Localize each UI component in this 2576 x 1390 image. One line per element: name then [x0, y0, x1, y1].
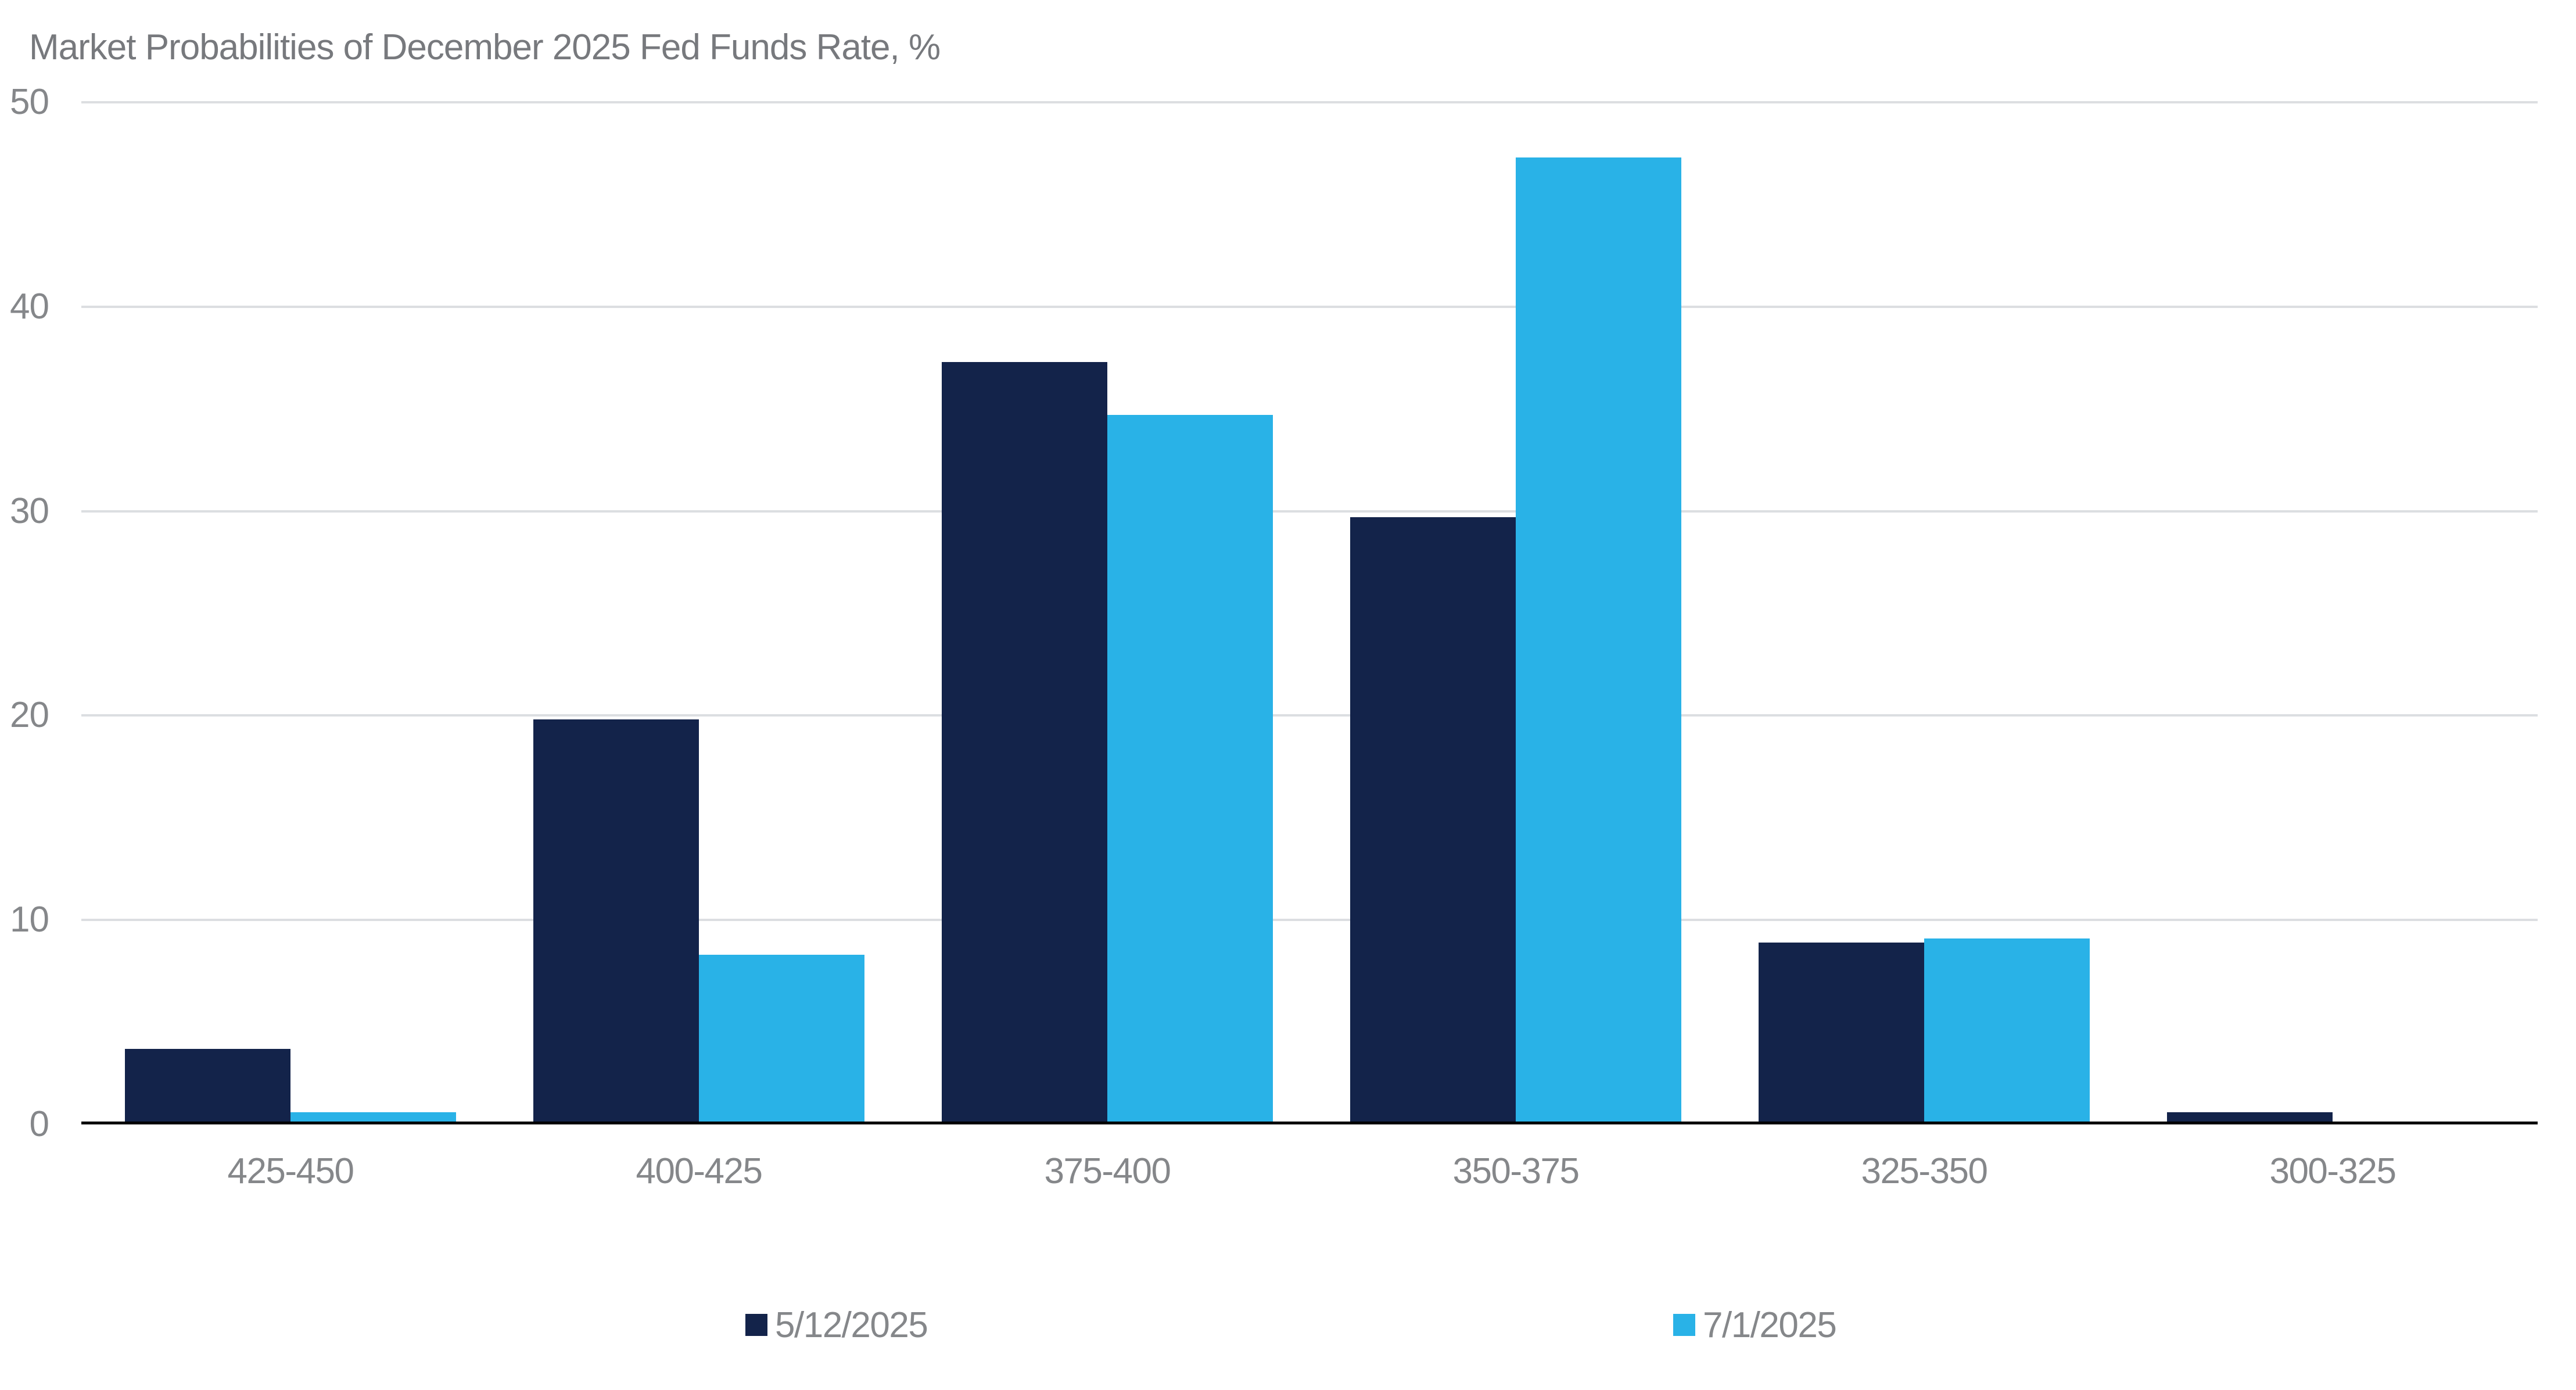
x-axis-category-label: 350-375: [1452, 1151, 1580, 1191]
bar-5-12-2025: [533, 719, 699, 1124]
x-axis-category-label: 375-400: [1044, 1151, 1171, 1191]
x-axis-category-label: 325-350: [1861, 1151, 1988, 1191]
x-axis-category-label: 425-450: [227, 1151, 354, 1191]
bar-5-12-2025: [125, 1049, 290, 1124]
bar-7-1-2025: [1516, 157, 1681, 1124]
bar-7-1-2025: [699, 955, 864, 1124]
legend-item-5-12-2025: 5/12/2025: [745, 1302, 928, 1348]
y-axis-tick-label: 40: [10, 286, 49, 327]
gridline: [81, 510, 2538, 513]
legend-label: 5/12/2025: [775, 1305, 928, 1345]
bar-5-12-2025: [1350, 517, 1516, 1124]
bar-5-12-2025: [942, 362, 1107, 1124]
bar-5-12-2025: [1759, 943, 1924, 1124]
y-axis-tick-label: 30: [10, 490, 49, 531]
y-axis-tick-label: 20: [10, 695, 49, 736]
x-axis-line: [81, 1122, 2538, 1124]
legend-item-7-1-2025: 7/1/2025: [1673, 1302, 1837, 1348]
x-axis-category-label: 400-425: [636, 1151, 763, 1191]
bar-5-12-2025: [2167, 1112, 2333, 1124]
gridline: [81, 919, 2538, 922]
bar-7-1-2025: [1107, 415, 1273, 1124]
y-axis-tick-label: 50: [10, 82, 49, 122]
legend-swatch-icon: [1673, 1314, 1695, 1336]
y-axis-tick-label: 0: [29, 1104, 49, 1144]
chart-title: Market Probabilities of December 2025 Fe…: [29, 27, 941, 67]
gridline: [81, 101, 2538, 103]
legend-swatch-icon: [745, 1314, 767, 1336]
legend-label: 7/1/2025: [1703, 1305, 1837, 1345]
bar-7-1-2025: [1924, 938, 2090, 1124]
gridline: [81, 305, 2538, 308]
y-axis-tick-label: 10: [10, 900, 49, 940]
bar-7-1-2025: [290, 1112, 456, 1124]
x-axis-category-label: 300-325: [2269, 1151, 2396, 1191]
gridline: [81, 714, 2538, 717]
